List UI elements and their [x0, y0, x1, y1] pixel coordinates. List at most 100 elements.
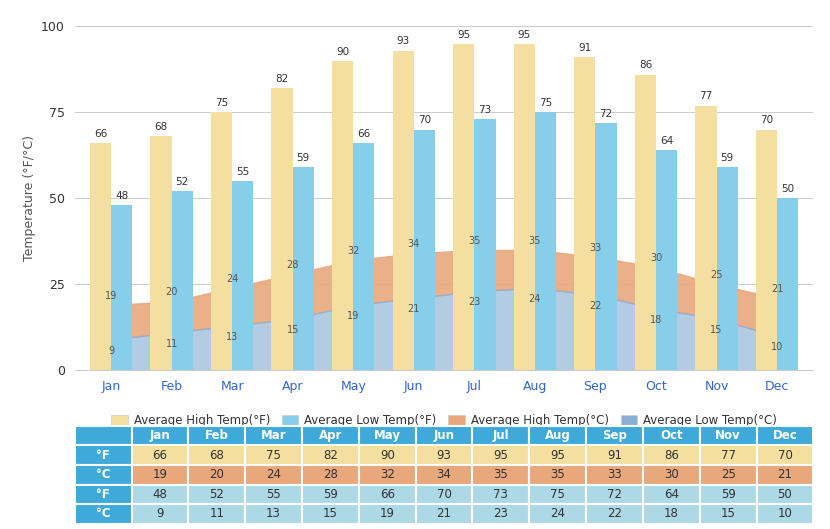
Text: 24: 24	[266, 468, 281, 481]
Text: 59: 59	[323, 488, 338, 501]
Text: 48: 48	[115, 191, 129, 201]
Text: 59: 59	[720, 488, 735, 501]
Text: 23: 23	[494, 507, 508, 521]
Bar	[393, 50, 414, 370]
Text: 9: 9	[108, 345, 114, 355]
Bar	[150, 136, 172, 370]
Bar	[474, 120, 496, 370]
Text: 77: 77	[700, 92, 712, 102]
Text: 73: 73	[494, 488, 508, 501]
Text: 35: 35	[468, 236, 481, 246]
Text: 15: 15	[286, 325, 299, 335]
Text: 33: 33	[589, 243, 602, 253]
Text: 64: 64	[660, 136, 673, 146]
Text: 19: 19	[153, 468, 168, 481]
Text: 73: 73	[478, 105, 491, 115]
Text: 95: 95	[550, 449, 565, 462]
Text: 28: 28	[286, 260, 299, 270]
Text: Dec: Dec	[773, 429, 798, 442]
Bar	[716, 167, 738, 370]
Text: 21: 21	[408, 304, 420, 314]
Text: 25: 25	[720, 468, 735, 481]
Text: May: May	[374, 429, 401, 442]
Text: 33: 33	[607, 468, 622, 481]
Text: 75: 75	[539, 98, 552, 108]
Text: 70: 70	[760, 115, 773, 125]
Text: Sep: Sep	[602, 429, 627, 442]
Text: 20: 20	[209, 468, 224, 481]
Text: 72: 72	[599, 108, 613, 118]
Text: 28: 28	[323, 468, 338, 481]
Bar	[656, 150, 677, 370]
Text: 86: 86	[639, 60, 652, 70]
Text: 35: 35	[494, 468, 508, 481]
Text: 23: 23	[468, 297, 481, 307]
Text: 90: 90	[380, 449, 394, 462]
Text: 68: 68	[154, 122, 168, 132]
Text: 13: 13	[266, 507, 281, 521]
Bar	[414, 130, 435, 370]
Bar	[293, 167, 314, 370]
Bar	[211, 113, 232, 370]
Text: 82: 82	[276, 74, 289, 84]
Text: 75: 75	[266, 449, 281, 462]
Text: 24: 24	[226, 273, 238, 284]
Text: 30: 30	[650, 253, 662, 263]
Bar	[756, 130, 777, 370]
Text: 19: 19	[380, 507, 395, 521]
Text: °C: °C	[95, 507, 110, 521]
Text: 95: 95	[518, 30, 531, 40]
Text: 21: 21	[771, 284, 784, 294]
Text: °F: °F	[96, 488, 110, 501]
Text: 24: 24	[550, 507, 565, 521]
Bar	[696, 106, 716, 370]
Text: 55: 55	[236, 167, 249, 177]
Text: 22: 22	[589, 301, 602, 311]
Text: 35: 35	[550, 468, 565, 481]
Legend: Average High Temp(°F), Average Low Temp(°F), Average High Temp(°C), Average Low : Average High Temp(°F), Average Low Temp(…	[108, 411, 780, 431]
Text: 18: 18	[650, 315, 662, 325]
Bar	[354, 143, 374, 370]
Text: 70: 70	[778, 449, 793, 462]
Text: 48: 48	[153, 488, 168, 501]
Bar	[777, 198, 798, 370]
Text: 64: 64	[664, 488, 679, 501]
Text: 11: 11	[209, 507, 224, 521]
Text: Apr: Apr	[319, 429, 342, 442]
Y-axis label: Temperature (°F/°C): Temperature (°F/°C)	[22, 135, 36, 261]
Text: 75: 75	[215, 98, 228, 108]
Text: Jun: Jun	[433, 429, 455, 442]
Text: 11: 11	[165, 339, 178, 349]
Text: 34: 34	[437, 468, 452, 481]
Text: 82: 82	[323, 449, 338, 462]
Bar	[535, 113, 556, 370]
Text: 10: 10	[771, 342, 784, 352]
Text: 70: 70	[437, 488, 452, 501]
Text: Feb: Feb	[205, 429, 229, 442]
Text: 9: 9	[156, 507, 164, 521]
Bar	[111, 205, 132, 370]
Bar	[453, 44, 474, 370]
Bar	[514, 44, 535, 370]
Text: 66: 66	[94, 129, 107, 139]
Text: 32: 32	[380, 468, 394, 481]
Text: Mar: Mar	[261, 429, 286, 442]
Bar	[232, 181, 253, 370]
Text: 66: 66	[357, 129, 370, 139]
Text: 52: 52	[209, 488, 224, 501]
Text: 70: 70	[417, 115, 431, 125]
Text: 21: 21	[778, 468, 793, 481]
Bar	[172, 191, 193, 370]
Text: Jul: Jul	[492, 429, 509, 442]
Text: °F: °F	[96, 449, 110, 462]
Bar	[332, 61, 354, 370]
Text: 15: 15	[323, 507, 338, 521]
Text: 93: 93	[437, 449, 452, 462]
Bar	[574, 57, 595, 370]
Text: 66: 66	[380, 488, 395, 501]
Text: 86: 86	[664, 449, 679, 462]
Bar	[595, 123, 617, 370]
Text: 55: 55	[266, 488, 281, 501]
Text: 95: 95	[457, 30, 471, 40]
Text: 10: 10	[778, 507, 793, 521]
